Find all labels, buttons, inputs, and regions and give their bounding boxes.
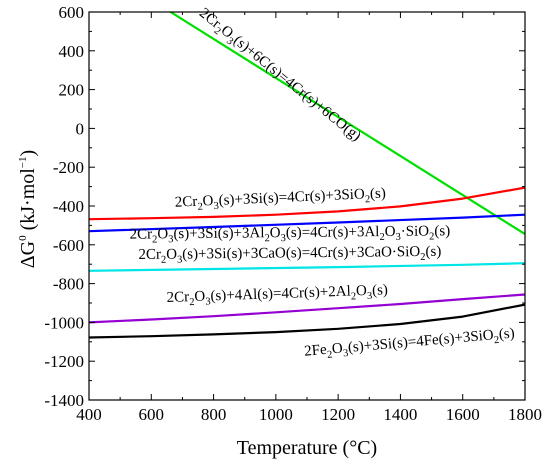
x-tick-label: 1000 [259, 405, 293, 424]
x-tick-label: 1600 [446, 405, 480, 424]
y-axis-title: ΔG0 (kJ·mol−1) [17, 150, 39, 268]
reaction-label-4: 2Cr2O3(s)+3Si(s)+3CaO(s)=4Cr(s)+3CaO·SiO… [138, 244, 441, 266]
y-tick-label: 0 [76, 119, 85, 138]
series-line-4 [89, 262, 525, 272]
y-tick-label: -800 [53, 275, 84, 294]
y-axis: -1400 -1200 -1000 -800 -600 -400 -200 0 200 400 60… [44, 3, 525, 410]
x-axis: 400 600 800 1000 1200 1400 1600 1800 [76, 12, 542, 424]
x-tick-label: 1400 [383, 405, 417, 424]
y-tick-label: -200 [53, 158, 84, 177]
y-tick-label: -400 [53, 197, 84, 216]
series-line-3 [89, 213, 525, 233]
y-tick-label: 400 [59, 42, 85, 61]
x-tick-label: 800 [201, 405, 227, 424]
x-tick-label: 1800 [508, 405, 542, 424]
y-tick-label: -600 [53, 236, 84, 255]
series-line-5 [89, 293, 525, 324]
y-tick-label: 600 [59, 3, 85, 22]
reaction-label-5: 2Cr2O3(s)+4Al(s)=4Cr(s)+2Al2O3(s) [166, 282, 388, 309]
y-tick-label: 200 [59, 81, 85, 100]
reaction-label-2: 2Cr2O3(s)+3Si(s)=4Cr(s)+3SiO2(s) [175, 186, 387, 214]
x-tick-label: 600 [139, 405, 165, 424]
reaction-label-3: 2Cr2O3(s)+3Si(s)+3Al2O3(s)=4Cr(s)+3Al2O3… [129, 223, 450, 245]
y-tick-label: -1000 [44, 313, 84, 332]
series-line-6 [89, 303, 525, 339]
reaction-label-1: 2Cr2O3(s)+6C(s)=4Cr(s)+6CO(g) [194, 5, 364, 147]
x-axis-title: Temperature (°C) [237, 437, 377, 459]
plot-series-layer [89, 12, 525, 339]
x-tick-label: 1200 [321, 405, 355, 424]
y-tick-label: -1400 [44, 391, 84, 410]
series-line-2 [89, 186, 525, 221]
reaction-label-6: 2Fe2O3(s)+3Si(s)=4Fe(s)+3SiO2(s) [304, 325, 516, 362]
y-tick-label: -1200 [44, 352, 84, 371]
x-tick-label: 400 [76, 405, 102, 424]
